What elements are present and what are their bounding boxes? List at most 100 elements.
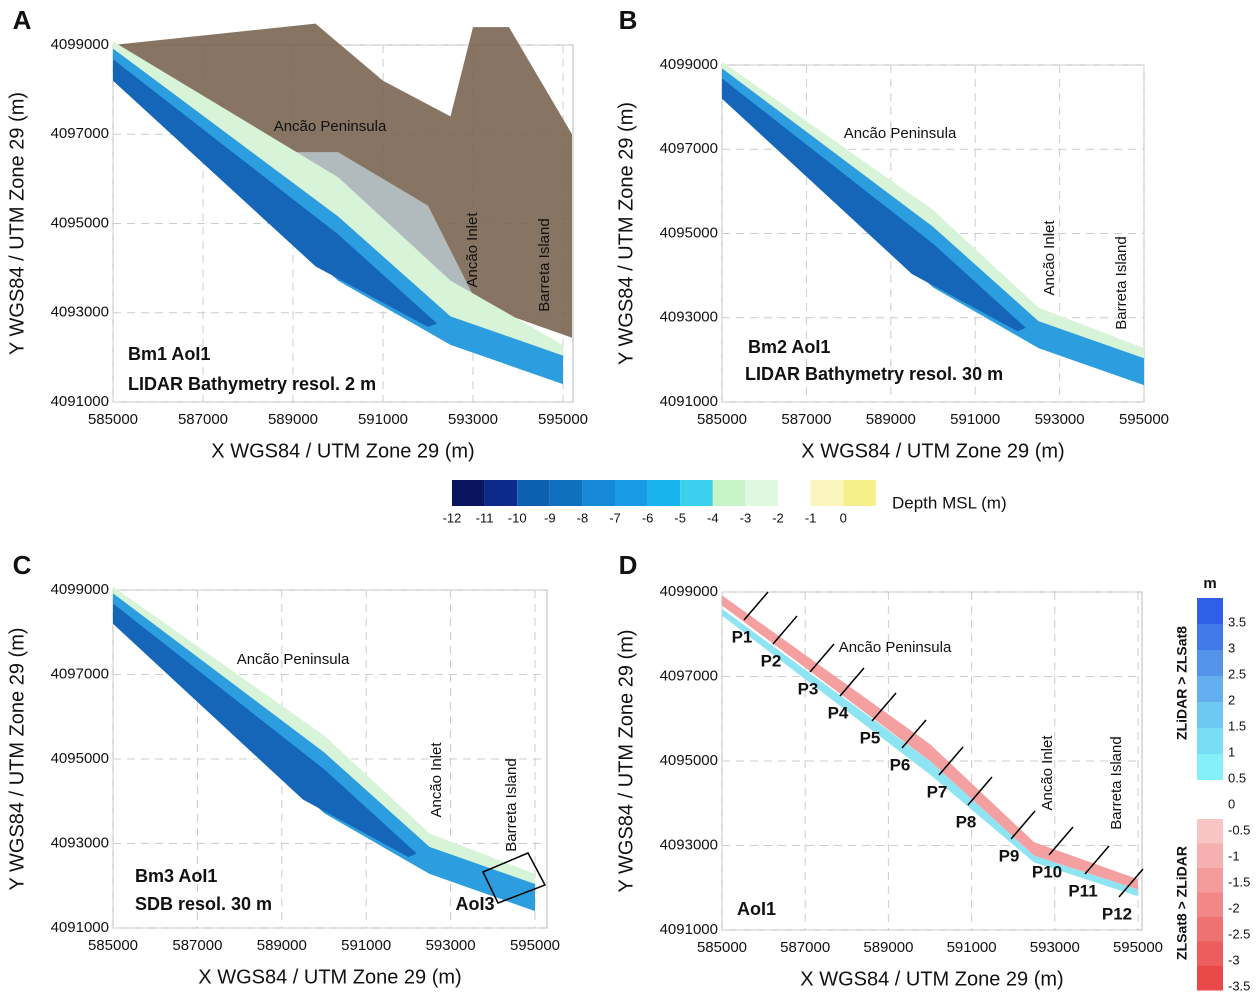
y-tick-label: 4095000 <box>51 214 109 231</box>
x-tick-label: 595000 <box>538 411 588 428</box>
x-tick-label: 591000 <box>358 411 408 428</box>
profile-label: P4 <box>828 703 849 722</box>
y-tick-label: 4095000 <box>660 752 718 769</box>
map-annotation: Barreta Island <box>503 758 520 851</box>
map-annotation: Ancão Peninsula <box>844 125 957 142</box>
difference-legend-tick: 0.5 <box>1228 770 1246 785</box>
profile-label: P5 <box>860 728 881 747</box>
panel-caption: SDB resol. 30 m <box>135 894 272 914</box>
mid-band <box>113 48 563 385</box>
depth-legend-tick: -4 <box>707 510 719 525</box>
depth-legend-cell <box>484 480 518 506</box>
profile-label: P10 <box>1032 862 1062 881</box>
x-tick-label: 595000 <box>1113 939 1163 956</box>
depth-legend-tick: -3 <box>740 510 752 525</box>
difference-legend-cell <box>1197 892 1223 917</box>
map-annotation: AoI3 <box>455 894 494 914</box>
profile-line <box>839 667 865 697</box>
map-annotation: Ancão Peninsula <box>274 118 387 135</box>
y-tick-label: 4095000 <box>660 224 718 241</box>
difference-legend-cell <box>1197 650 1223 676</box>
y-axis-label: Y WGS84 / UTM Zone 29 (m) <box>6 627 28 890</box>
x-axis-label: X WGS84 / UTM Zone 29 (m) <box>211 440 474 462</box>
profile-line <box>967 776 993 806</box>
difference-legend-unit: m <box>1203 575 1216 592</box>
x-tick-label: 587000 <box>178 411 228 428</box>
depth-legend-tick: -8 <box>577 510 589 525</box>
x-tick-label: 591000 <box>341 937 391 954</box>
panel-letter: C <box>13 550 32 580</box>
panel-letter: D <box>619 550 638 580</box>
difference-legend-upper: ZLiDAR > ZLSat8 <box>1174 626 1190 740</box>
depth-legend-cell <box>843 480 876 506</box>
panel-caption: LIDAR Bathymetry resol. 30 m <box>745 364 1003 384</box>
x-tick-label: 585000 <box>88 937 138 954</box>
x-tick-label: 589000 <box>866 411 916 428</box>
depth-legend-tick: -11 <box>476 510 494 525</box>
shallow-band <box>113 586 535 895</box>
difference-legend-tick: -1 <box>1228 848 1240 863</box>
difference-legend-tick: 1.5 <box>1228 718 1246 733</box>
map-annotation: Ancão Inlet <box>1039 735 1056 811</box>
profile-line <box>1084 845 1110 875</box>
shallow-band <box>113 41 563 367</box>
profile-label: P7 <box>927 782 948 801</box>
profile-label: P6 <box>890 755 911 774</box>
difference-legend-tick: 0 <box>1228 796 1235 811</box>
map-annotation: Barreta Island <box>1108 736 1125 829</box>
panel-letter: B <box>619 5 638 35</box>
profile-label: P1 <box>732 627 753 646</box>
profile-label: P3 <box>798 679 819 698</box>
depth-legend-cell <box>517 480 550 506</box>
shallow-band <box>722 61 1144 369</box>
depth-legend-tick: -2 <box>772 510 784 525</box>
difference-legend-cell <box>1197 728 1223 754</box>
depth-legend-cell <box>810 480 844 506</box>
panel-caption: Bm1 AoI1 <box>128 344 210 364</box>
depth-legend-cell <box>745 480 778 506</box>
x-axis-label: X WGS84 / UTM Zone 29 (m) <box>800 968 1063 990</box>
difference-legend-tick: 2.5 <box>1228 666 1246 681</box>
difference-legend-tick: -1.5 <box>1228 874 1250 889</box>
map-annotation: Ancão Inlet <box>428 742 445 818</box>
difference-legend-tick: -0.5 <box>1228 822 1250 837</box>
profile-line <box>1118 868 1144 898</box>
x-tick-label: 593000 <box>1035 411 1085 428</box>
map-annotation: Ancão Peninsula <box>839 639 952 656</box>
difference-legend-cell <box>1197 598 1223 624</box>
y-tick-label: 4097000 <box>51 125 109 142</box>
y-axis-label: Y WGS84 / UTM Zone 29 (m) <box>615 629 637 892</box>
depth-legend-tick: -10 <box>508 510 527 525</box>
x-tick-label: 595000 <box>510 937 560 954</box>
difference-legend-cell <box>1197 941 1223 966</box>
depth-legend-tick: -7 <box>609 510 621 525</box>
profile-line <box>772 615 798 645</box>
difference-legend-cell <box>1197 868 1223 893</box>
profile-line <box>901 719 927 749</box>
panel-caption: AoI1 <box>737 899 776 919</box>
profile-line <box>809 643 835 673</box>
x-tick-label: 595000 <box>1119 411 1169 428</box>
aoi3-box <box>481 852 547 904</box>
x-tick-label: 591000 <box>950 411 1000 428</box>
x-tick-label: 587000 <box>780 939 830 956</box>
profile-label: P11 <box>1068 881 1097 900</box>
x-tick-label: 589000 <box>863 939 913 956</box>
y-tick-label: 4091000 <box>660 921 718 938</box>
map-annotation: Ancão Peninsula <box>237 651 350 668</box>
difference-legend-tick: -2 <box>1228 900 1240 915</box>
y-tick-label: 4099000 <box>51 36 109 53</box>
difference-legend-tick: -3.5 <box>1228 978 1250 993</box>
depth-legend-cell <box>549 480 583 506</box>
y-tick-label: 4091000 <box>51 919 109 936</box>
x-axis-label: X WGS84 / UTM Zone 29 (m) <box>801 440 1064 462</box>
y-tick-label: 4093000 <box>660 309 718 326</box>
y-tick-label: 4097000 <box>660 667 718 684</box>
map-annotation: Ancão Inlet <box>464 212 481 288</box>
depth-legend-tick: -12 <box>443 510 462 525</box>
difference-legend-cell <box>1197 754 1223 780</box>
depth-legend-tick: -1 <box>805 510 817 525</box>
difference-legend-cell <box>1197 966 1223 991</box>
x-axis-label: X WGS84 / UTM Zone 29 (m) <box>198 966 461 988</box>
